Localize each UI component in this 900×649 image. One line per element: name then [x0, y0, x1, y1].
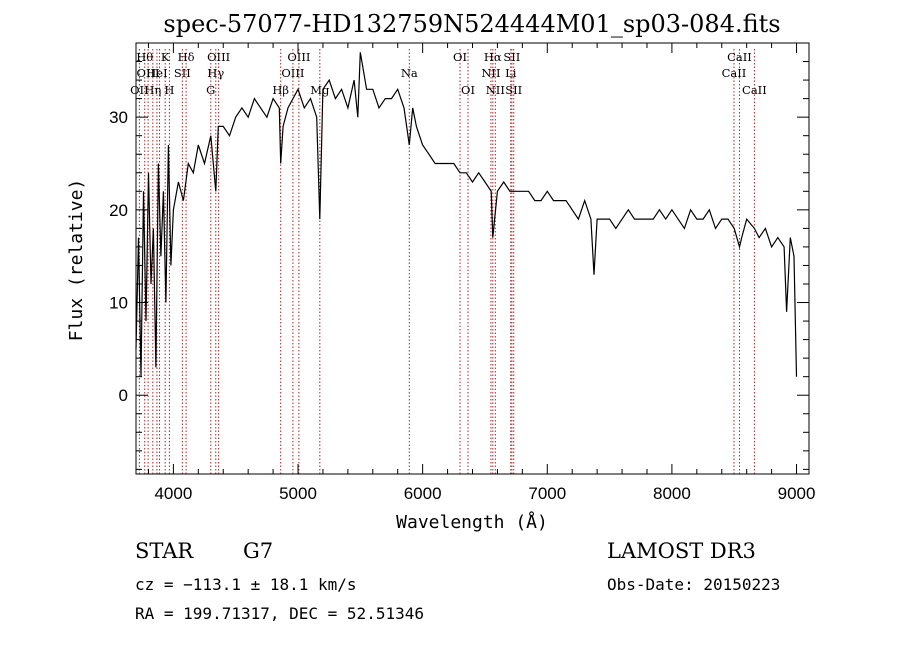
x-tick-label: 8000 — [653, 484, 691, 503]
y-tick-label: 20 — [109, 201, 128, 220]
line-marker-label: Hα — [484, 50, 502, 64]
y-axis-label: Flux (relative) — [66, 179, 87, 342]
y-axis-ticks: 0 10 20 30 — [109, 61, 809, 470]
coordinates-readout: RA = 199.71317, DEC = 52.51346 — [135, 604, 424, 623]
plot-frame — [135, 42, 810, 475]
line-marker-label: K — [161, 50, 170, 64]
line-marker-label: HeI — [146, 66, 167, 80]
line-marker-label: Hβ — [272, 83, 289, 97]
line-marker-label: CaII — [727, 50, 752, 64]
spectrum-series-line — [135, 52, 798, 377]
line-marker-label: CaII — [722, 66, 747, 80]
line-marker-labels: OIIHθOIIIHηHeIKHSIIHδGHγOIIIHβOIIIOIIIMg… — [130, 50, 767, 97]
line-marker-label: Na — [401, 66, 418, 80]
line-marker-label: Hδ — [178, 50, 195, 64]
line-marker-label: Mg — [310, 83, 330, 97]
chart-title: spec-57077-HD132759N524444M01_sp03-084.f… — [163, 10, 780, 38]
line-markers — [138, 49, 755, 474]
line-marker-label: SII — [503, 50, 520, 64]
line-marker-label: Li — [505, 66, 517, 80]
y-tick-label: 0 — [119, 386, 128, 405]
y-tick-label: 10 — [109, 294, 128, 313]
line-marker-label: H — [164, 83, 174, 97]
observation-date: Obs-Date: 20150223 — [607, 575, 780, 594]
line-marker-label: OIII — [207, 50, 230, 64]
velocity-readout: cz = −113.1 ± 18.1 km/s — [135, 575, 357, 594]
x-axis-ticks: 4000 5000 6000 7000 8000 9000 — [147, 43, 816, 503]
line-marker-label: NII — [486, 83, 505, 97]
line-marker-label: SII — [174, 66, 191, 80]
line-marker-label: SII — [505, 83, 522, 97]
x-tick-label: 5000 — [279, 484, 317, 503]
line-marker-label: OIII — [281, 66, 304, 80]
line-marker-label: Hθ — [136, 50, 153, 64]
line-marker-label: OI — [453, 50, 467, 64]
line-marker-label: Hη — [144, 83, 161, 97]
survey-name: LAMOST DR3 — [607, 539, 756, 563]
object-class: STAR — [135, 539, 194, 563]
line-marker-label: NII — [481, 66, 500, 80]
line-marker-label: OI — [461, 83, 475, 97]
y-tick-label: 30 — [109, 108, 128, 127]
x-tick-label: 6000 — [404, 484, 442, 503]
line-marker-label: OIII — [287, 50, 310, 64]
line-marker-label: OIII — [137, 66, 160, 80]
line-marker-label: Hγ — [207, 66, 224, 80]
x-tick-label: 9000 — [778, 484, 816, 503]
line-marker-label: OII — [130, 83, 149, 97]
x-axis-label: Wavelength (Å) — [396, 511, 548, 533]
x-tick-label: 7000 — [528, 484, 566, 503]
x-tick-label: 4000 — [154, 484, 192, 503]
object-subclass: G7 — [243, 539, 273, 563]
line-marker-label: CaII — [742, 83, 767, 97]
line-marker-label: G — [206, 83, 215, 97]
